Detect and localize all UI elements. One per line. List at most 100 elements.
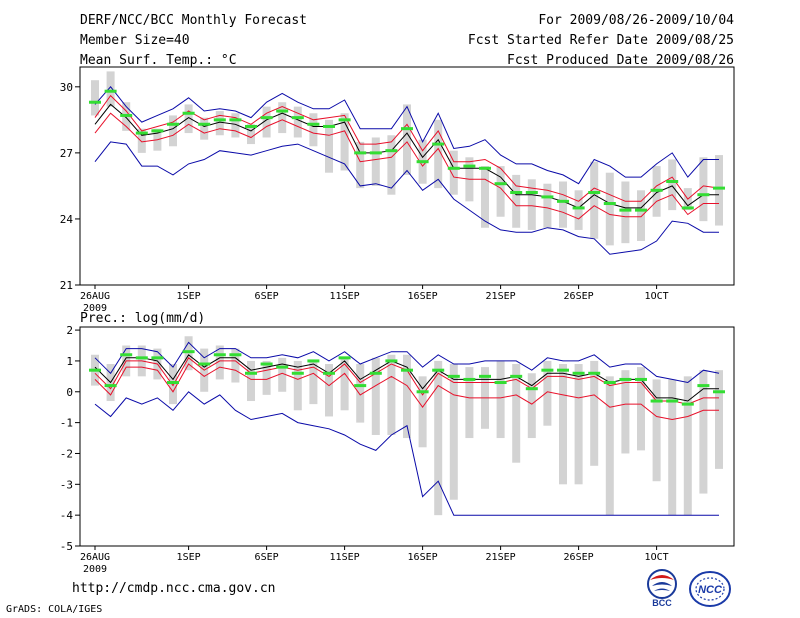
temp-median-mark: [525, 191, 538, 195]
temp-xtick-label: 11SEP: [330, 291, 360, 302]
temp-min-line: [94, 141, 719, 255]
fcst-started-date: Fcst Started Refer Date 2009/08/25: [467, 33, 734, 48]
prec-median-mark: [510, 374, 523, 378]
variable-label: Mean Surf. Temp.: °C: [80, 53, 237, 68]
temp-ytick-label: 27: [60, 147, 73, 160]
temp-lower-line: [94, 112, 719, 220]
prec-range-bar: [527, 373, 536, 439]
prec-median-mark: [557, 368, 569, 372]
prec-range-bar: [387, 354, 396, 435]
prec-median-mark: [635, 377, 647, 381]
temp-range-bar: [356, 141, 365, 189]
prec-median-mark: [572, 371, 585, 375]
prec-range-bar: [278, 357, 287, 392]
prec-range-bar: [496, 360, 505, 439]
prec-xtick-label: 11SEP: [330, 552, 360, 563]
prec-range-bar: [512, 364, 521, 463]
temp-range-bar: [527, 179, 536, 230]
prec-median-mark: [151, 356, 164, 360]
temp-median-mark: [572, 206, 585, 210]
temp-range-bar: [200, 117, 209, 140]
prec-range-bar: [325, 364, 333, 417]
temp-range-bar: [106, 71, 115, 107]
prec-median-mark: [713, 390, 725, 394]
prec-range-bar: [715, 370, 723, 469]
prec-median-mark: [666, 399, 679, 403]
prec-range-bar: [293, 360, 302, 411]
temp-range-bar: [574, 190, 583, 230]
prec-range-bar: [652, 379, 661, 482]
temp-median-mark: [557, 199, 569, 203]
temp-xtick-label: 1SEP: [177, 291, 201, 302]
prec-ytick-label: -5: [60, 540, 73, 553]
prec-xtick-label: 1SEP: [177, 552, 201, 563]
temp-median-mark: [479, 166, 491, 170]
header-right: For 2009/08/26-2009/10/04 Fcst Started R…: [468, 11, 734, 71]
prec-xtick-label: 1OCT: [645, 552, 669, 563]
temp-frame: [79, 66, 735, 286]
temp-median-mark: [260, 116, 273, 120]
prec-median-mark: [619, 377, 632, 381]
temp-median-mark: [229, 118, 242, 122]
temp-median-mark: [354, 151, 367, 155]
temp-range-bar: [637, 190, 645, 241]
temp-range-bar: [169, 115, 177, 147]
temp-range-bar: [309, 113, 318, 147]
prec-median-mark: [416, 390, 429, 394]
prec-median-mark: [525, 387, 538, 391]
prec-median-mark: [89, 368, 101, 372]
prec-range-bar: [637, 367, 645, 451]
prec-range-bar: [449, 364, 458, 500]
prec-ytick-label: -1: [60, 417, 73, 430]
temp-median-mark: [666, 180, 679, 184]
temp-median-mark: [135, 131, 148, 135]
temp-median-mark: [510, 191, 523, 195]
temp-xtick-label: 16SEP: [408, 291, 438, 302]
prec-median-mark: [385, 359, 398, 363]
temp-median-mark: [245, 124, 257, 128]
temp-range-bar: [262, 106, 271, 138]
temp-range-bar: [512, 174, 521, 228]
prec-lower-line: [94, 363, 719, 421]
temp-median-mark: [619, 208, 632, 212]
temp-range-bar: [340, 113, 349, 171]
temp-upper-line: [94, 94, 720, 202]
temp-range-bar: [137, 128, 146, 153]
temp-xtick-label: 6SEP: [255, 291, 279, 302]
prec-median-mark: [447, 374, 460, 378]
prec-median-mark: [229, 353, 242, 357]
temp-median-mark: [635, 208, 647, 212]
footer-url[interactable]: http://cmdp.ncc.cma.gov.cn: [72, 581, 276, 596]
temp-range-bar: [481, 166, 489, 228]
temp-median-mark: [650, 188, 663, 192]
temp-range-bar: [403, 104, 411, 175]
prec-ytick-label: -4: [60, 509, 74, 522]
prec-median-mark: [588, 371, 601, 375]
prec-range-bar: [356, 364, 365, 423]
prec-range-bar: [605, 376, 614, 516]
temp-range-bar: [590, 161, 599, 239]
prec-range-bar: [184, 336, 193, 371]
ncc-logo: NCC: [689, 571, 731, 607]
temp-range-bar: [496, 166, 505, 217]
temp-median-mark: [416, 160, 429, 164]
prec-xtick-label: 6SEP: [255, 552, 279, 563]
temp-range-bar: [293, 106, 302, 138]
temp-median-mark: [385, 149, 398, 153]
prec-ytick-label: -3: [60, 478, 73, 491]
prec-range-bar: [231, 348, 240, 383]
temp-median-mark: [89, 100, 101, 104]
prec-median-mark: [323, 371, 335, 375]
prec-median-mark: [167, 381, 179, 385]
temp-ytick-label: 24: [60, 213, 74, 226]
prec-median-mark: [681, 402, 694, 406]
temp-range-bar: [559, 181, 567, 228]
prec-median-mark: [354, 384, 367, 388]
prec-range-bar: [262, 360, 271, 395]
prec-range-bar: [543, 360, 552, 426]
prec-median-mark: [104, 384, 117, 388]
temp-range-bar: [715, 155, 723, 226]
temp-median-mark: [198, 122, 211, 126]
temp-median-mark: [104, 89, 117, 93]
